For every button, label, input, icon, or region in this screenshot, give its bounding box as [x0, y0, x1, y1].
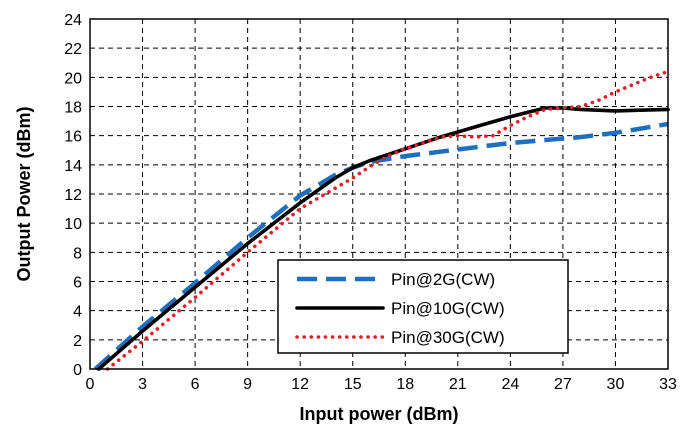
legend: Pin@2G(CW) Pin@10G(CW) Pin@30G(CW)	[277, 259, 569, 354]
x-tick-label: 21	[449, 376, 467, 393]
y-tick-label: 2	[73, 333, 82, 350]
plot-frame	[89, 18, 669, 370]
series-line-pin-2g-cw	[93, 121, 669, 371]
legend-label: Pin@10G(CW)	[391, 299, 505, 318]
x-axis-title: Input power (dBm)	[300, 404, 459, 424]
x-tick-labels: 0 3 6 9 12 15 18 21 24 27 30 33	[86, 376, 677, 393]
x-tick-label: 33	[659, 376, 677, 393]
y-tick-label: 20	[64, 70, 82, 87]
x-tick-label: 3	[138, 376, 147, 393]
y-tick-label: 0	[73, 362, 82, 379]
x-tick-label: 30	[607, 376, 625, 393]
y-tick-label: 22	[64, 41, 82, 58]
x-tick-label: 6	[191, 376, 200, 393]
y-tick-label: 18	[64, 100, 82, 117]
legend-label: Pin@2G(CW)	[391, 270, 495, 289]
y-tick-label: 4	[73, 304, 82, 321]
x-tick-label: 12	[291, 376, 309, 393]
y-axis-title: Output Power (dBm)	[14, 107, 34, 282]
x-tick-label: 15	[344, 376, 362, 393]
y-tick-label: 16	[64, 129, 82, 146]
x-tick-label: 24	[501, 376, 519, 393]
y-tick-label: 12	[64, 187, 82, 204]
y-tick-label: 6	[73, 275, 82, 292]
series-line-pin-30g-cw	[105, 69, 670, 371]
series-lines	[93, 69, 670, 371]
x-tick-label: 0	[86, 376, 95, 393]
y-tick-label: 8	[73, 245, 82, 262]
x-tick-label: 9	[243, 376, 252, 393]
x-tick-label: 27	[554, 376, 572, 393]
y-tick-label: 10	[64, 216, 82, 233]
y-tick-label: 24	[64, 12, 82, 29]
y-tick-label: 14	[64, 158, 82, 175]
x-tick-label: 18	[396, 376, 414, 393]
legend-label: Pin@30G(CW)	[391, 328, 505, 347]
